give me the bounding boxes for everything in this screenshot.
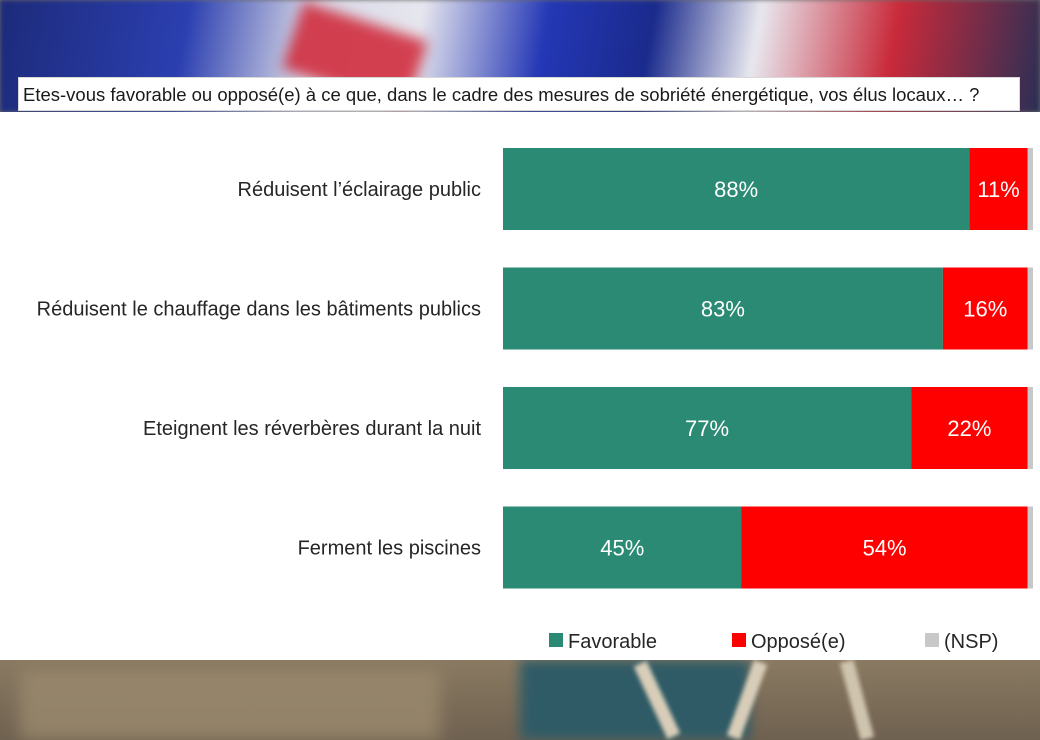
data-label: 16% xyxy=(963,297,1007,322)
legend-label: (NSP) xyxy=(944,631,998,653)
question-title: Etes-vous favorable ou opposé(e) à ce qu… xyxy=(18,77,1020,111)
category-label: Réduisent le chauffage dans les bâtiment… xyxy=(37,299,481,321)
category-label: Réduisent l’éclairage public xyxy=(238,179,481,201)
legend-swatch xyxy=(925,633,939,647)
bar-segment-nsp xyxy=(1027,506,1033,589)
legend-label: Favorable xyxy=(568,631,657,653)
bar-segment-nsp xyxy=(1027,148,1033,230)
bar-row: Réduisent le chauffage dans les bâtiment… xyxy=(37,267,1033,350)
data-label: 11% xyxy=(977,177,1019,202)
legend: Favorable Opposé(e) (NSP) xyxy=(549,631,998,653)
bar-segment-oppose xyxy=(942,267,1028,350)
bar-segment-oppose xyxy=(911,387,1028,469)
bar-segment-oppose xyxy=(969,148,1028,230)
data-label: 22% xyxy=(947,416,991,441)
bar-segment-oppose xyxy=(741,506,1028,589)
data-label: 77% xyxy=(685,416,729,441)
legend-swatch xyxy=(732,633,746,647)
bar-segment-nsp xyxy=(1027,387,1033,469)
legend-item: Opposé(e) xyxy=(732,631,846,653)
question-text: Etes-vous favorable ou opposé(e) à ce qu… xyxy=(23,84,980,105)
bars-group: Réduisent l’éclairage public 88% 11%Réduis… xyxy=(37,148,1033,589)
bar-row: Eteignent les réverbères durant la nuit 7… xyxy=(143,387,1033,469)
legend-swatch xyxy=(549,633,563,647)
data-label: 54% xyxy=(863,536,907,561)
legend-item: (NSP) xyxy=(925,631,998,653)
category-label: Eteignent les réverbères durant la nuit xyxy=(143,418,481,440)
bar-segment-favorable xyxy=(503,267,943,350)
bar-segment-favorable xyxy=(503,387,912,469)
legend-label: Opposé(e) xyxy=(751,631,846,653)
data-label: 88% xyxy=(714,177,758,202)
legend-item: Favorable xyxy=(549,631,657,653)
bar-row: Ferment les piscines 45% 54% xyxy=(298,506,1033,589)
background-photo-bottom xyxy=(0,659,1040,740)
category-label: Ferment les piscines xyxy=(298,538,481,560)
bar-row: Réduisent l’éclairage public 88% 11% xyxy=(238,148,1033,230)
bar-segment-favorable xyxy=(503,148,970,230)
bar-segment-favorable xyxy=(503,506,742,589)
data-label: 83% xyxy=(701,297,745,322)
bar-segment-nsp xyxy=(1027,267,1033,350)
data-label: 45% xyxy=(600,536,644,561)
